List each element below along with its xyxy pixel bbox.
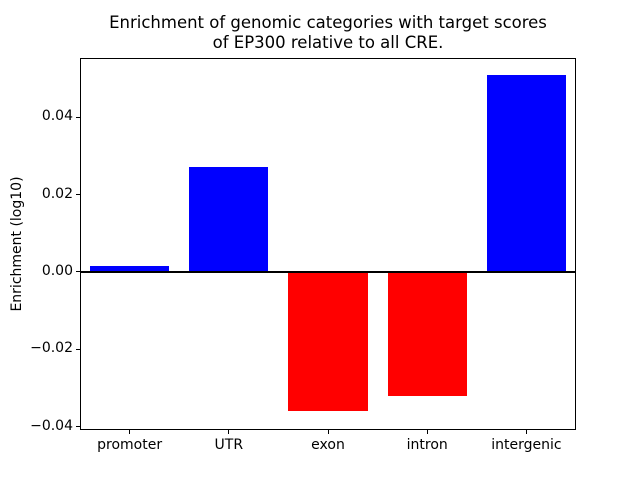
x-tick-exon xyxy=(327,430,329,434)
x-tick-label-intergenic: intergenic xyxy=(491,437,562,453)
plot-area xyxy=(80,58,576,430)
y-tick-label: 0.00 xyxy=(41,262,73,279)
y-tick-label: −0.02 xyxy=(30,340,73,357)
bar-exon xyxy=(288,271,368,412)
y-tick-label: 0.04 xyxy=(41,108,73,125)
y-tick xyxy=(76,194,80,195)
zero-line xyxy=(80,270,576,273)
x-tick-label-exon: exon xyxy=(311,437,345,453)
x-tick-intergenic xyxy=(525,430,527,434)
y-tick xyxy=(76,271,80,273)
bar-UTR xyxy=(189,167,269,272)
y-tick xyxy=(76,426,80,428)
chart-title: Enrichment of genomic categories with ta… xyxy=(109,13,547,52)
y-axis-label: Enrichment (log10) xyxy=(9,176,25,312)
y-tick-label: −0.04 xyxy=(30,417,73,434)
x-tick-label-intron: intron xyxy=(406,437,448,453)
x-tick-intron xyxy=(426,430,428,434)
x-tick-label-promoter: promoter xyxy=(97,437,163,453)
y-tick xyxy=(76,116,80,118)
y-tick-label: 0.02 xyxy=(41,185,73,202)
bar-intergenic xyxy=(486,74,567,272)
bar-promoter xyxy=(89,266,170,272)
x-tick-label-UTR: UTR xyxy=(214,437,244,453)
x-tick-UTR xyxy=(228,430,230,434)
x-tick-promoter xyxy=(129,430,131,434)
y-tick xyxy=(76,348,80,350)
bar-intron xyxy=(387,271,467,396)
